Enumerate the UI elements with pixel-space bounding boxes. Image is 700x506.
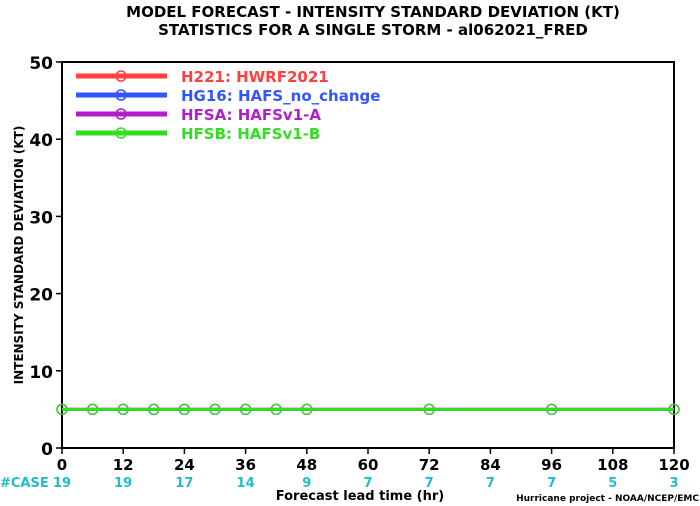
data-point — [148, 403, 160, 416]
data-point — [178, 403, 191, 416]
data-point — [301, 403, 313, 416]
case-count: 14 — [237, 476, 255, 491]
legend-entry: HFSB: HAFSv1-B — [181, 125, 320, 143]
case-count: 17 — [175, 476, 193, 491]
x-tick-label: 72 — [419, 456, 440, 474]
case-count: 7 — [486, 476, 495, 491]
y-axis-label: INTENSITY STANDARD DEVIATION (KT) — [12, 126, 26, 385]
case-count: 7 — [547, 476, 556, 491]
legend-entry: H221: HWRF2021 — [181, 68, 329, 86]
data-point — [86, 403, 99, 416]
data-point — [56, 403, 68, 416]
series-hfsb — [56, 403, 680, 416]
x-tick-label: 0 — [57, 456, 67, 474]
x-tick-label: 36 — [235, 456, 256, 474]
x-tick-label: 120 — [658, 456, 689, 474]
case-count: 19 — [53, 476, 71, 491]
data-point — [270, 403, 282, 416]
x-axis-label: Forecast lead time (hr) — [276, 489, 444, 504]
legend-entry: HG16: HAFS_no_change — [181, 87, 380, 105]
legend-entry: HFSA: HAFSv1-A — [181, 106, 321, 124]
y-tick-label: 50 — [29, 54, 53, 74]
y-tick-label: 10 — [29, 363, 53, 383]
x-tick-label: 12 — [113, 456, 134, 474]
x-tick-label: 96 — [541, 456, 562, 474]
data-point — [209, 403, 221, 416]
y-tick-label: 40 — [29, 131, 53, 151]
plot-frame — [61, 61, 675, 449]
legend-marker — [115, 89, 127, 101]
case-count: 9 — [302, 476, 311, 491]
cases-label: #CASE — [0, 476, 49, 491]
data-point — [239, 403, 252, 416]
data-point — [545, 403, 558, 416]
x-tick-label: 24 — [174, 456, 195, 474]
x-tick-label: 108 — [597, 456, 628, 474]
case-count: 5 — [608, 476, 617, 491]
case-count: 3 — [669, 476, 678, 491]
case-count: 19 — [114, 476, 132, 491]
case-count: 7 — [363, 476, 372, 491]
chart-subtitle: STATISTICS FOR A SINGLE STORM - al062021… — [158, 21, 588, 39]
data-point — [668, 403, 680, 416]
data-point — [117, 403, 129, 416]
legend-marker — [115, 127, 127, 139]
data-point — [423, 403, 435, 416]
x-tick-label: 48 — [296, 456, 317, 474]
chart-title: MODEL FORECAST - INTENSITY STANDARD DEVI… — [126, 3, 620, 21]
y-tick-label: 0 — [41, 440, 53, 460]
x-tick-label: 84 — [480, 456, 501, 474]
legend-marker — [115, 70, 127, 82]
y-tick-label: 30 — [29, 208, 53, 228]
y-tick-label: 20 — [29, 286, 53, 306]
x-tick-label: 60 — [358, 456, 379, 474]
plot-area: 0 10 20 30 40 50 0 12 24 36 48 60 72 84 96 108 120 #CASE 1… — [0, 54, 690, 491]
case-count: 7 — [425, 476, 434, 491]
credit-text: Hurricane project - NOAA/NCEP/EMC — [516, 494, 699, 504]
legend-marker — [115, 108, 127, 120]
